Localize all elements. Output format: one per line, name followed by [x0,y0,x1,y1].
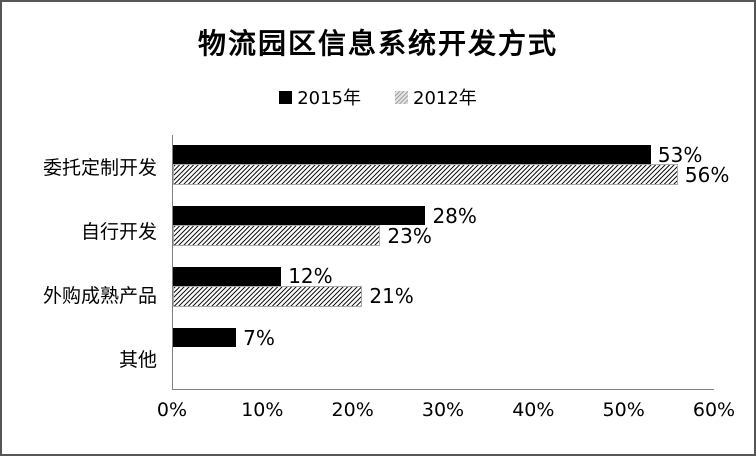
bar-2012年 [173,285,363,307]
bar-group: 12% 21% [173,257,714,318]
bar-2015年 [173,206,426,226]
plot-area: 53% 56% 28% 23% 12% 21% 7% [172,135,729,390]
bar-2015年 [173,328,237,348]
bar-2012年 [173,164,678,186]
bar-row: 53% [173,142,714,167]
category-axis-labels: 委托定制开发自行开发外购成熟产品其他 [4,135,164,390]
data-label: 28% [432,203,477,228]
data-label: 53% [657,142,703,167]
legend-swatch-icon [279,90,293,104]
legend-label: 2015年 [297,88,361,109]
bar-row: 28% [173,203,714,228]
x-tick-label: 0% [156,399,188,421]
bar-group: 53% 56% [173,135,729,196]
category-label: 自行开发 [80,221,157,244]
x-tick-label: 20% [331,399,374,421]
x-axis: 0% 10% 20% 30% 40% 50% 60% [157,399,735,425]
x-tick-label: 40% [512,399,555,421]
data-label: 23% [387,223,432,248]
legend-item-2015年: 2015年 [279,84,361,110]
x-tick-label: 10% [241,399,284,421]
bar-2015年 [173,145,651,165]
data-label: 12% [288,264,333,289]
bar-row: 12% [173,264,714,289]
x-tick-label: 60% [692,399,736,421]
x-tick-label: 50% [602,399,645,421]
data-label: 7% [243,325,275,350]
bar-2012年 [173,225,381,247]
category-label: 其他 [118,348,157,371]
category-label: 委托定制开发 [42,157,157,180]
x-tick-label: 30% [421,399,465,421]
legend-swatch-icon [395,90,408,104]
legend-item-2012年: 2012年 [395,84,477,110]
data-label: 21% [369,284,414,309]
chart-title: 物流园区信息系统开发方式 [197,27,558,60]
data-label: 56% [684,162,730,187]
bar-group: 7% [173,317,714,389]
bar-2015年 [173,266,282,286]
bar-row: 23% [173,223,714,248]
bar-row: 56% [173,164,729,186]
category-label: 外购成熟产品 [42,284,157,307]
bar-row: 21% [173,284,714,309]
legend-label: 2012年 [413,88,477,109]
bar-row: 7% [173,325,714,350]
legend: 2015年 2012年 [2,84,754,110]
bar-group: 28% 23% [173,196,714,257]
